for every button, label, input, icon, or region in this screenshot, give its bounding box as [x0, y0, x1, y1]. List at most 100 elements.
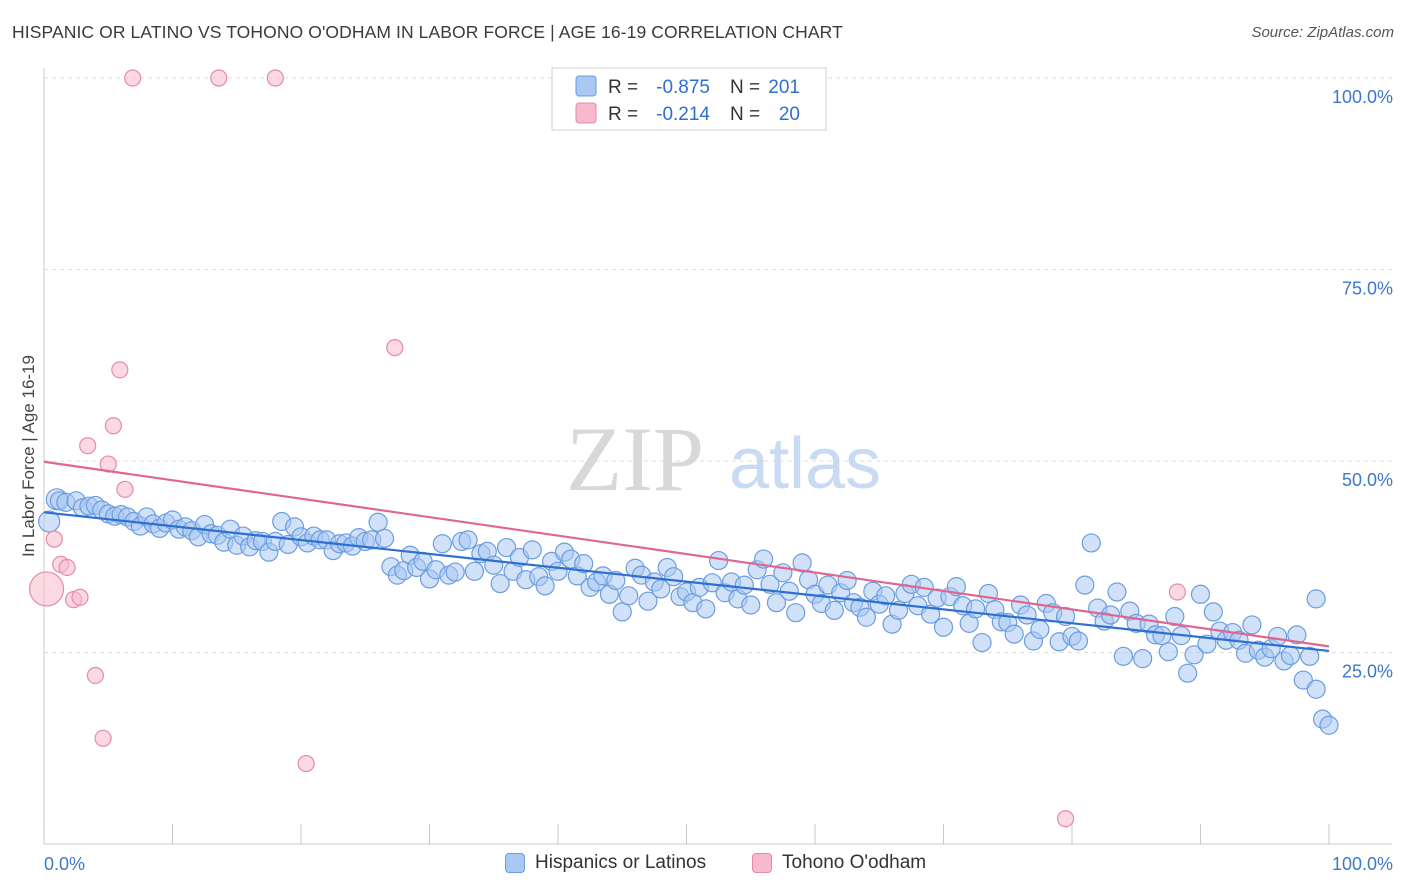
data-points	[28, 69, 1339, 828]
point-hispanic	[522, 540, 542, 560]
point-hispanic	[933, 617, 954, 637]
point-hispanic	[1165, 606, 1185, 627]
point-hispanic	[432, 534, 452, 554]
point-hispanic	[606, 570, 626, 591]
point-tohono	[58, 558, 76, 577]
point-hispanic	[837, 570, 857, 591]
legend-n-value-tohono: 20	[779, 104, 800, 125]
x-tick-label: 0.0%	[44, 854, 85, 874]
y-tick-label: 25.0%	[1342, 662, 1393, 682]
legend-r-value-tohono: -0.214	[656, 104, 710, 125]
legend-swatch-hispanic	[575, 75, 597, 97]
point-hispanic	[876, 586, 896, 606]
point-hispanic	[535, 576, 555, 596]
point-hispanic	[1030, 619, 1050, 640]
point-hispanic	[1242, 615, 1262, 635]
legend-n-label-tohono: N =	[730, 104, 760, 125]
point-hispanic	[1075, 575, 1095, 595]
legend-r-label-hispanic: R =	[608, 77, 638, 98]
watermark-zip: ZIP	[566, 408, 704, 510]
point-tohono	[266, 69, 284, 87]
point-hispanic	[490, 573, 510, 594]
point-tohono	[124, 69, 142, 87]
point-hispanic	[1068, 631, 1089, 651]
point-hispanic	[1017, 605, 1037, 625]
point-tohono	[45, 530, 63, 548]
point-tohono	[104, 417, 122, 435]
point-hispanic	[1267, 626, 1288, 647]
point-tohono	[1168, 583, 1186, 601]
point-hispanic	[1280, 645, 1301, 666]
point-tohono	[210, 69, 228, 87]
point-hispanic	[1306, 679, 1326, 699]
point-hispanic	[1319, 715, 1339, 735]
legend-bottom-swatch-tohono	[752, 853, 772, 873]
point-hispanic	[734, 575, 754, 595]
point-hispanic	[619, 586, 639, 606]
legend-n-label-hispanic: N =	[730, 77, 760, 98]
point-hispanic	[1113, 646, 1134, 666]
point-hispanic	[786, 603, 806, 623]
point-hispanic	[856, 607, 877, 627]
point-hispanic	[1197, 634, 1217, 654]
point-tohono	[116, 480, 134, 498]
y-tick-label: 100.0%	[1332, 87, 1393, 107]
point-hispanic	[1152, 626, 1172, 646]
legend-swatch-tohono	[575, 102, 597, 124]
point-hispanic	[458, 530, 478, 550]
point-hispanic	[38, 510, 61, 533]
point-hispanic	[824, 600, 844, 620]
point-tohono	[1056, 810, 1075, 828]
point-hispanic	[1184, 645, 1204, 665]
trend-line-hispanic	[43, 511, 1330, 653]
chart-source: Source: ZipAtlas.com	[1251, 24, 1394, 41]
point-hispanic	[612, 602, 632, 622]
point-hispanic	[574, 554, 594, 574]
point-hispanic	[374, 528, 395, 548]
point-tohono	[71, 588, 89, 606]
point-tohono	[111, 361, 129, 379]
legend-top: R = -0.875 N = 201 R = -0.214 N = 20	[551, 67, 827, 131]
point-hispanic	[484, 555, 504, 575]
point-hispanic	[972, 632, 992, 653]
point-hispanic	[464, 561, 485, 581]
point-hispanic	[638, 591, 658, 611]
point-hispanic	[1081, 533, 1101, 553]
point-hispanic	[1306, 589, 1326, 609]
point-hispanic	[792, 553, 812, 573]
point-hispanic	[445, 562, 465, 582]
point-tohono	[386, 339, 404, 357]
point-hispanic	[1107, 582, 1127, 602]
point-hispanic	[760, 574, 780, 594]
point-hispanic	[696, 599, 716, 619]
x-tick-label: 100.0%	[1332, 854, 1393, 874]
legend-bottom-label-tohono: Tohono O'odham	[782, 852, 927, 873]
point-hispanic	[1287, 625, 1307, 645]
point-hispanic	[741, 595, 761, 615]
point-hispanic	[1300, 646, 1320, 666]
trend-lines	[43, 460, 1330, 653]
point-tohono	[297, 754, 315, 773]
point-hispanic	[966, 599, 986, 619]
point-hispanic	[664, 567, 684, 587]
point-tohono	[86, 666, 105, 685]
legend-n-value-hispanic: 201	[768, 77, 800, 98]
point-tohono	[28, 571, 65, 607]
point-hispanic	[1158, 642, 1178, 662]
y-axis-label: In Labor Force | Age 16-19	[19, 355, 38, 557]
point-hispanic	[1133, 649, 1153, 669]
legend-r-value-hispanic: -0.875	[656, 77, 710, 98]
legend-item-hispanic: Hispanics or Latinos	[505, 852, 706, 874]
point-hispanic	[1004, 624, 1024, 644]
point-hispanic	[497, 537, 517, 558]
y-tick-label: 75.0%	[1342, 279, 1393, 299]
legend-bottom: Hispanics or Latinos Tohono O'odham	[0, 852, 1406, 878]
point-hispanic	[766, 593, 787, 613]
tick-labels: 100.0% 75.0% 50.0% 25.0% 0.0% 100.0%	[44, 87, 1393, 874]
point-tohono	[94, 729, 112, 747]
point-hispanic	[1190, 584, 1211, 604]
chart-title: HISPANIC OR LATINO VS TOHONO O'ODHAM IN …	[12, 22, 843, 42]
trend-line-tohono	[43, 460, 1330, 648]
legend-bottom-swatch-hispanic	[505, 853, 525, 873]
